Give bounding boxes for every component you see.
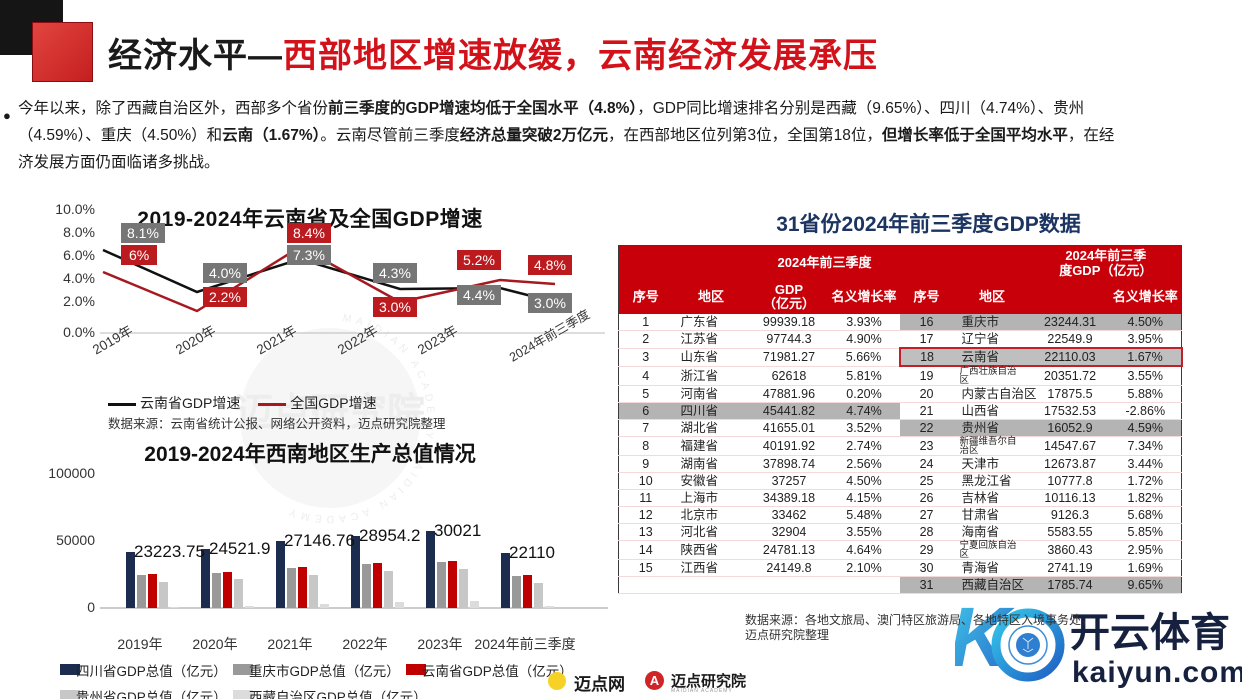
- svg-text:6.0%: 6.0%: [63, 247, 95, 263]
- svg-text:0.0%: 0.0%: [63, 324, 95, 340]
- svg-text:10.0%: 10.0%: [55, 201, 95, 217]
- svg-text:0: 0: [87, 599, 95, 615]
- svg-text:2.0%: 2.0%: [63, 293, 95, 309]
- svg-text:50000: 50000: [56, 532, 95, 548]
- svg-text:8.0%: 8.0%: [63, 224, 95, 240]
- svg-text:4.0%: 4.0%: [63, 270, 95, 286]
- svg-text:100000: 100000: [48, 465, 95, 481]
